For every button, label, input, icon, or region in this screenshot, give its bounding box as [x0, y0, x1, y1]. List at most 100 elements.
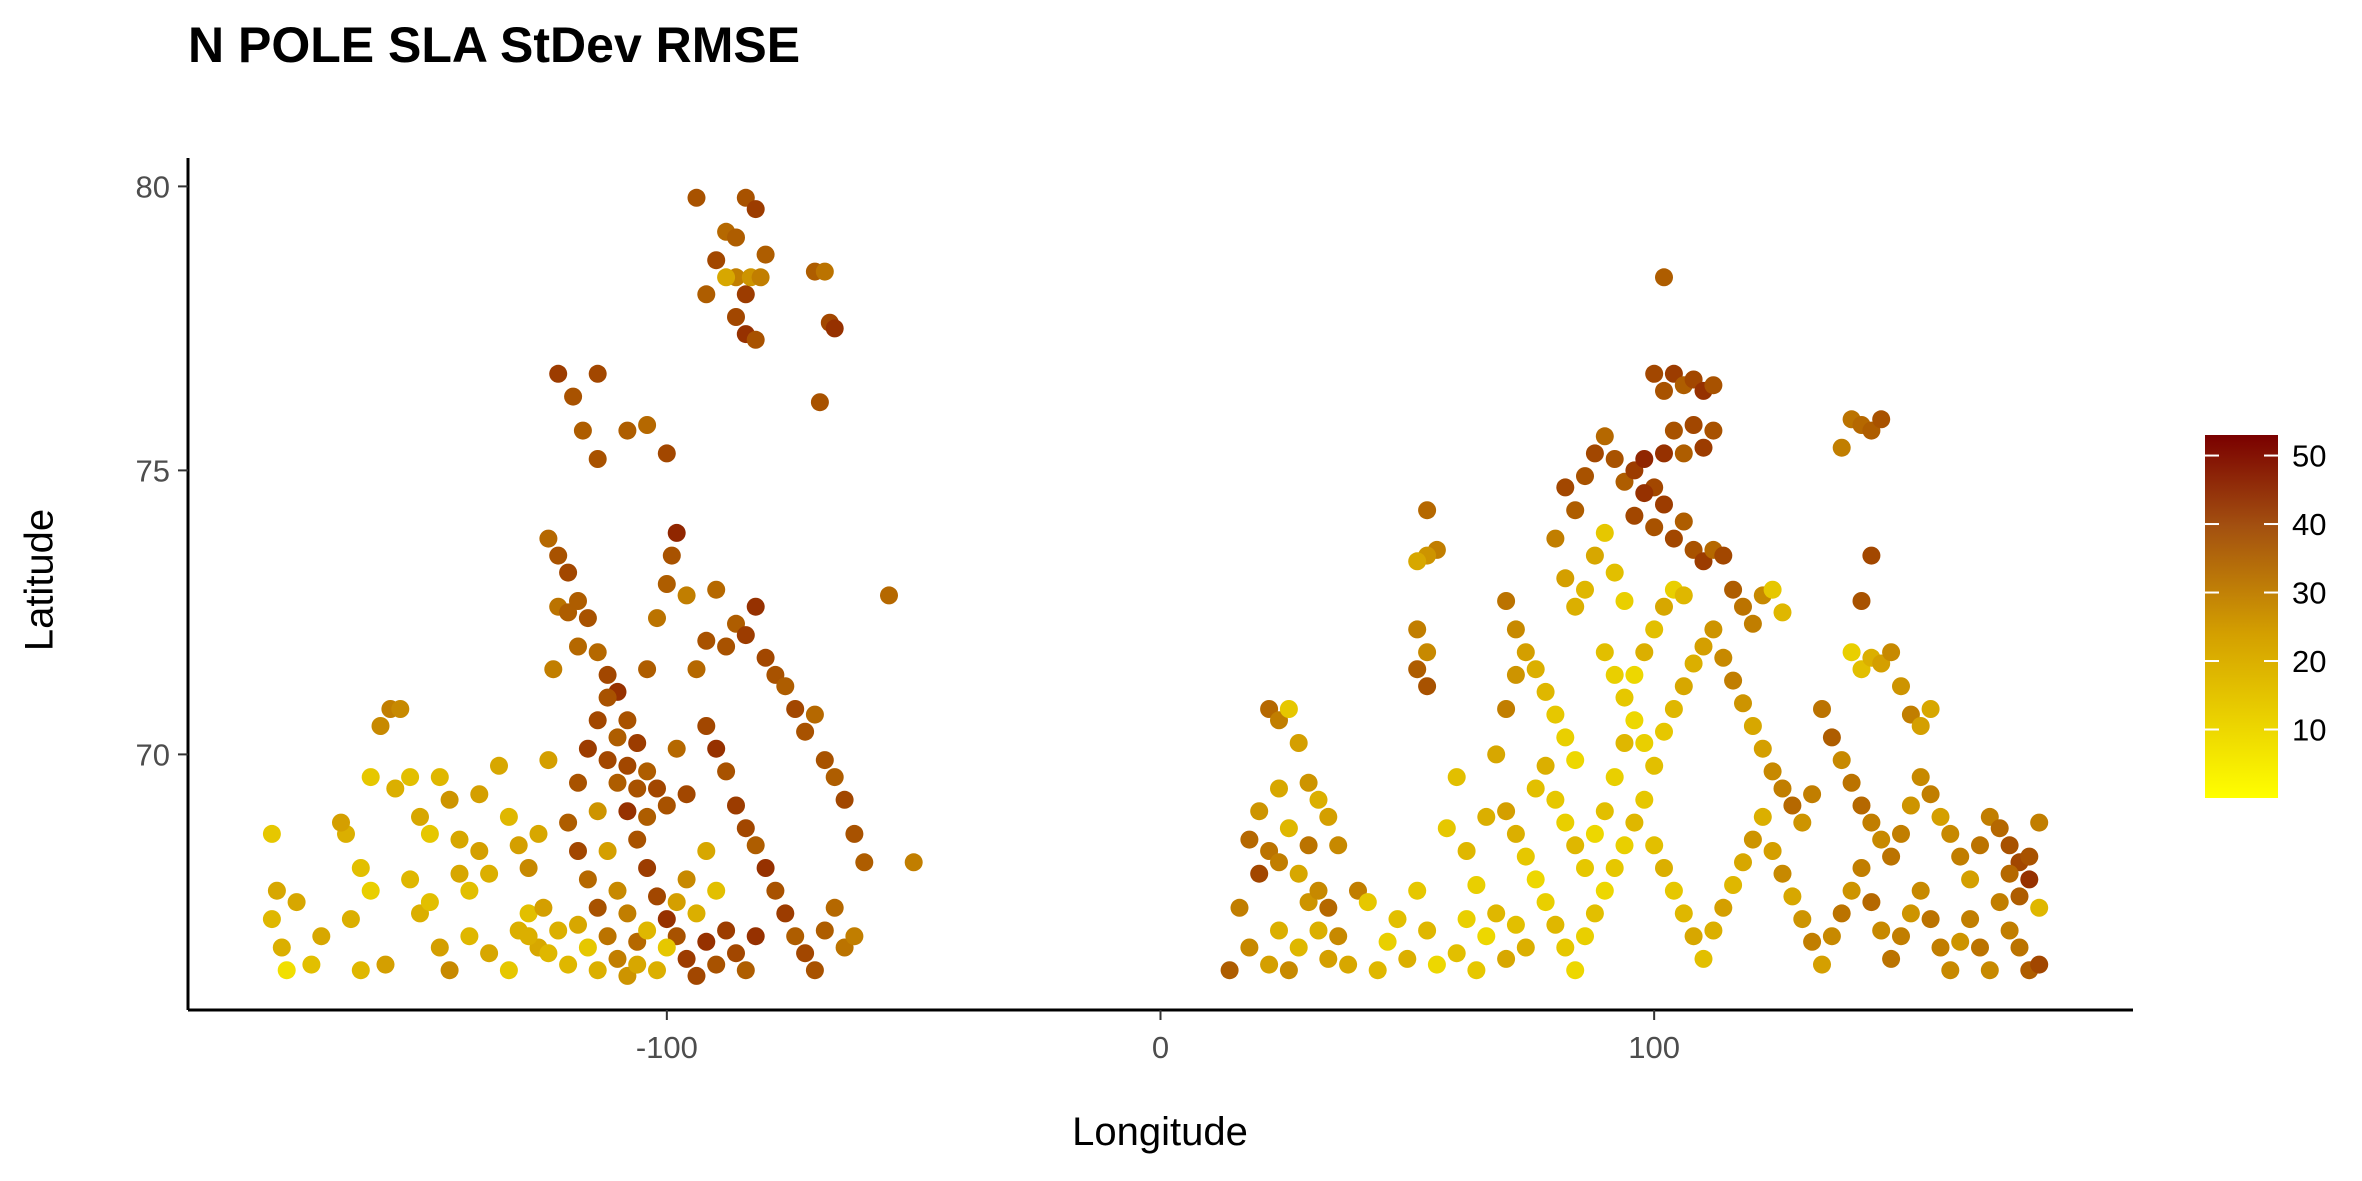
scatter-point — [588, 643, 607, 662]
scatter-point — [1516, 847, 1535, 866]
scatter-point — [1309, 921, 1328, 940]
scatter-point — [1368, 961, 1387, 980]
scatter-point — [638, 660, 657, 679]
scatter-point — [638, 416, 657, 434]
scatter-point — [796, 944, 815, 963]
scatter-point — [1457, 910, 1476, 929]
scatter-point — [1852, 592, 1871, 610]
scatter-point — [1862, 546, 1881, 565]
scatter-point — [1714, 898, 1733, 917]
scatter-point — [618, 904, 637, 923]
scatter-point — [1832, 904, 1851, 923]
scatter-point — [1546, 705, 1565, 724]
scatter-point — [648, 887, 666, 906]
scatter-point — [2000, 836, 2019, 855]
scatter-point — [1309, 790, 1328, 809]
scatter-point — [1645, 518, 1664, 537]
scatter-point — [608, 728, 627, 747]
scatter-point — [608, 949, 627, 968]
scatter-point — [687, 660, 706, 679]
scatter-point — [697, 932, 716, 951]
scatter-point — [460, 881, 479, 900]
scatter-point — [262, 910, 281, 929]
scatter-point — [1358, 893, 1377, 912]
scatter-point — [1714, 546, 1733, 565]
scatter-point — [736, 819, 755, 838]
scatter-point — [1882, 847, 1901, 866]
scatter-point — [707, 955, 726, 974]
scatter-point — [1714, 648, 1733, 667]
scatter-point — [1862, 813, 1881, 832]
scatter-point — [1467, 876, 1486, 894]
scatter-point — [1645, 836, 1664, 855]
scatter-point — [1961, 910, 1980, 929]
scatter-point — [1220, 961, 1239, 980]
scatter-point — [1892, 677, 1910, 696]
scatter-point — [460, 927, 479, 946]
scatter-point — [608, 773, 627, 792]
scatter-point — [386, 779, 405, 798]
scatter-point — [1694, 949, 1713, 968]
scatter-point — [1635, 643, 1654, 662]
scatter-point — [1566, 961, 1585, 980]
scatter-point — [1892, 927, 1910, 946]
scatter-point — [480, 864, 499, 883]
scatter-point — [805, 705, 824, 724]
scatter-point — [855, 853, 874, 872]
scatter-point — [2000, 864, 2019, 883]
scatter-point — [1605, 665, 1624, 684]
scatter-point — [2020, 847, 2039, 866]
scatter-point — [648, 609, 666, 628]
scatter-point — [707, 580, 726, 599]
scatter-point — [1882, 643, 1901, 662]
scatter-point — [1734, 853, 1752, 872]
x-tick-label: -100 — [636, 1030, 698, 1065]
axis-ticks: -100 0 100 70 75 80 — [136, 169, 1681, 1065]
scatter-point — [440, 790, 459, 809]
scatter-point — [1625, 665, 1644, 684]
scatter-point — [628, 830, 647, 849]
scatter-point — [1753, 739, 1772, 758]
scatter-point — [717, 637, 736, 656]
scatter-point — [1398, 949, 1417, 968]
scatter-point — [1595, 802, 1614, 821]
scatter-point — [1635, 734, 1654, 752]
scatter-point — [302, 955, 321, 974]
scatter-point — [1497, 949, 1516, 968]
scatter-point — [539, 751, 558, 770]
y-tick-label: 80 — [136, 169, 170, 204]
scatter-point — [825, 898, 844, 917]
scatter-point — [667, 523, 686, 542]
scatter-point — [1852, 859, 1871, 877]
scatter-point — [707, 881, 726, 900]
scatter-point — [1576, 467, 1594, 486]
scatter-point — [598, 665, 617, 684]
scatter-point — [539, 944, 558, 963]
scatter-point — [1813, 955, 1831, 974]
scatter-point — [1990, 819, 2009, 838]
scatter-point — [657, 796, 676, 815]
scatter-point — [1674, 677, 1693, 696]
scatter-point — [1664, 529, 1683, 548]
scatter-point — [332, 813, 350, 832]
colorbar-tick-label: 40 — [2292, 507, 2326, 542]
scatter-point — [1655, 268, 1673, 287]
scatter-point — [1734, 694, 1752, 713]
scatter-point — [277, 961, 296, 980]
scatter-point — [470, 785, 489, 804]
scatter-point — [569, 773, 587, 792]
scatter-point — [549, 364, 568, 383]
scatter-point — [1941, 824, 1960, 843]
scatter-point — [904, 853, 923, 872]
scatter-point — [717, 268, 736, 287]
scatter-point — [598, 842, 617, 860]
scatter-point — [1931, 807, 1950, 826]
scatter-point — [1862, 893, 1881, 912]
scatter-point — [1279, 819, 1298, 838]
scatter-point — [1585, 546, 1604, 565]
scatter-point — [2030, 955, 2049, 974]
scatter-point — [1408, 660, 1427, 679]
scatter-point — [480, 944, 499, 963]
scatter-point — [1743, 830, 1762, 849]
